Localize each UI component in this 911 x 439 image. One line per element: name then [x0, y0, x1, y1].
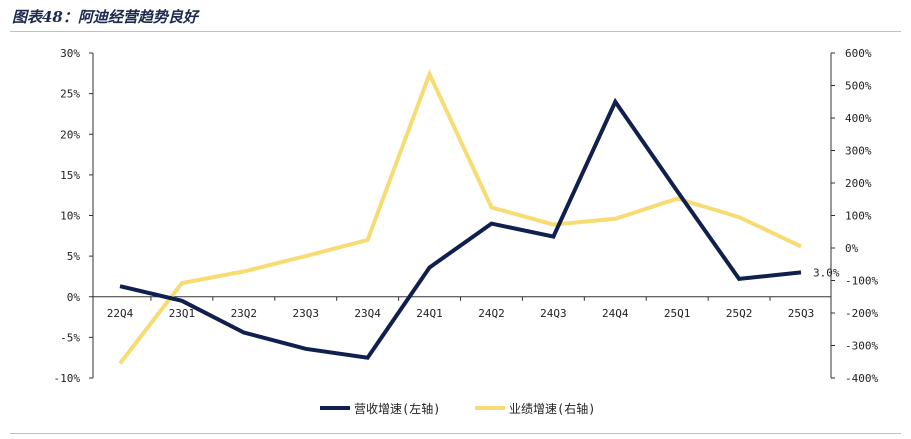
x-tick-label: 24Q3 [540, 307, 567, 320]
x-tick-label: 23Q2 [231, 307, 258, 320]
x-tick-label: 25Q3 [788, 307, 815, 320]
legend-profit-label: 业绩增速(右轴) [509, 401, 595, 416]
figure-title: 图表48：阿迪经营趋势良好 [12, 8, 198, 26]
right-tick-label: -200% [845, 307, 878, 320]
right-tick-label: -400% [845, 372, 878, 385]
left-tick-label: 5% [67, 250, 81, 263]
legend-revenue-label: 营收增速(左轴) [354, 401, 440, 416]
left-tick-label: -5% [60, 331, 80, 344]
x-tick-label: 25Q2 [726, 307, 753, 320]
x-tick-label: 23Q4 [354, 307, 381, 320]
x-tick-label: 23Q3 [292, 307, 319, 320]
right-tick-label: -300% [845, 340, 878, 353]
right-tick-label: 200% [845, 177, 872, 190]
right-tick-label: 300% [845, 145, 872, 158]
x-tick-label: 25Q1 [664, 307, 691, 320]
top-divider [10, 31, 901, 32]
right-tick-label: 0% [845, 242, 859, 255]
left-tick-label: 20% [60, 128, 80, 141]
bottom-divider [10, 433, 901, 434]
data-label: 3.0% [813, 266, 840, 279]
left-tick-label: 10% [60, 210, 80, 223]
right-tick-label: -100% [845, 275, 878, 288]
x-tick-label: 24Q1 [416, 307, 443, 320]
x-tick-label: 22Q4 [107, 307, 134, 320]
revenue-growth-line [119, 97, 802, 360]
right-tick-label: 100% [845, 210, 872, 223]
left-tick-label: -10% [54, 372, 81, 385]
right-tick-label: 400% [845, 112, 872, 125]
x-tick-label: 23Q1 [169, 307, 196, 320]
left-tick-label: 25% [60, 88, 80, 101]
right-tick-label: 500% [845, 80, 872, 93]
left-tick-label: 0% [67, 291, 81, 304]
profit-growth-line [118, 68, 802, 365]
left-tick-label: 15% [60, 169, 80, 182]
right-tick-label: 600% [845, 47, 872, 60]
x-tick-label: 24Q4 [602, 307, 629, 320]
x-tick-label: 24Q2 [478, 307, 505, 320]
left-tick-label: 30% [60, 47, 80, 60]
